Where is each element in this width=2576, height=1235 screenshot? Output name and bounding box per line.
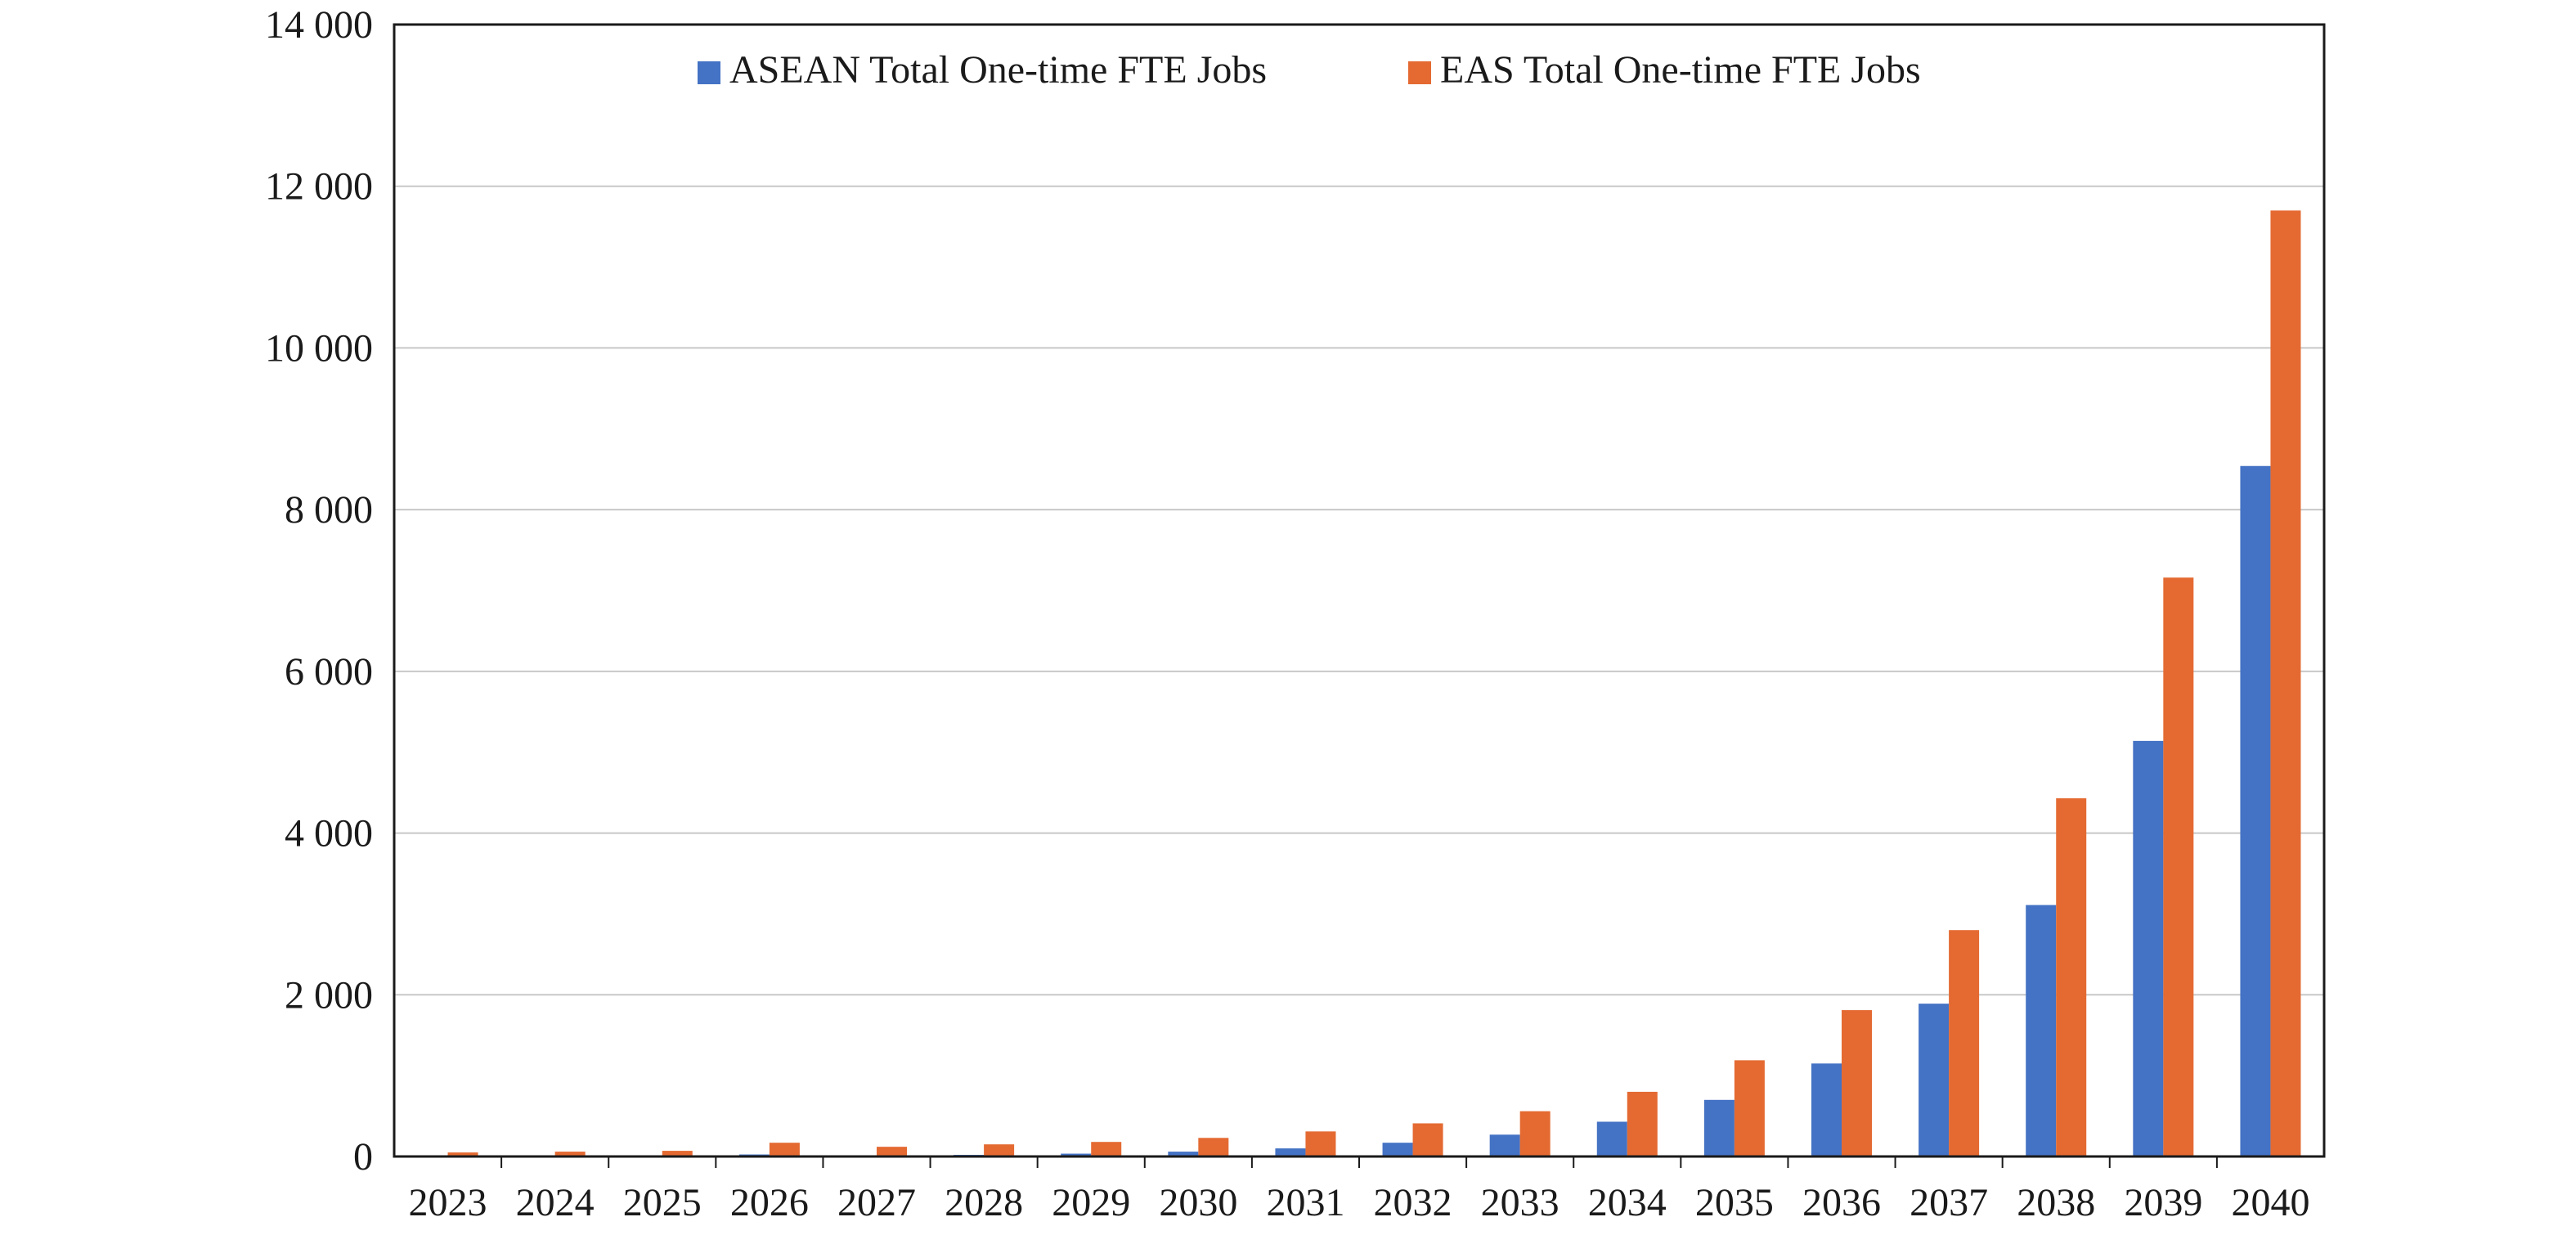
bar-asean-2035 xyxy=(1704,1100,1735,1156)
x-tick-label: 2039 xyxy=(2124,1181,2202,1224)
legend-swatch-asean xyxy=(698,61,720,84)
y-tick-label: 10 000 xyxy=(265,326,373,370)
bar-eas-2038 xyxy=(2056,798,2086,1156)
y-tick-label: 2 000 xyxy=(285,973,373,1017)
x-tick-label: 2035 xyxy=(1695,1181,1774,1224)
x-tick-label: 2025 xyxy=(623,1181,702,1224)
bar-asean-2037 xyxy=(1919,1004,1949,1156)
bar-asean-2033 xyxy=(1490,1134,1520,1156)
bar-eas-2039 xyxy=(2163,577,2193,1156)
bar-asean-2040 xyxy=(2240,466,2270,1156)
y-tick-label: 12 000 xyxy=(265,165,373,209)
x-tick-label: 2027 xyxy=(837,1181,916,1224)
x-tick-label: 2028 xyxy=(945,1181,1023,1224)
x-tick-label: 2040 xyxy=(2231,1181,2309,1224)
x-tick-label: 2029 xyxy=(1052,1181,1130,1224)
legend-swatch-eas xyxy=(1408,61,1431,84)
legend: ASEAN Total One-time FTE Jobs EAS Total O… xyxy=(698,48,1921,92)
bar-asean-2032 xyxy=(1383,1143,1413,1156)
legend-label-asean: ASEAN Total One-time FTE Jobs xyxy=(729,48,1267,92)
x-tick-label: 2032 xyxy=(1374,1181,1452,1224)
legend-label-eas: EAS Total One-time FTE Jobs xyxy=(1440,48,1921,92)
bar-eas-2028 xyxy=(984,1144,1014,1156)
y-tick-label: 0 xyxy=(353,1135,373,1179)
x-tick-label: 2037 xyxy=(1910,1181,1988,1224)
bar-eas-2037 xyxy=(1949,930,1979,1156)
bars xyxy=(418,210,2301,1156)
x-tick-label: 2034 xyxy=(1588,1181,1667,1224)
y-tick-label: 14 000 xyxy=(265,3,373,47)
x-tick-label: 2031 xyxy=(1266,1181,1344,1224)
y-tick-label: 8 000 xyxy=(285,488,373,532)
y-tick-label: 6 000 xyxy=(285,650,373,694)
bar-eas-2027 xyxy=(877,1147,907,1156)
x-tick-label: 2024 xyxy=(516,1181,595,1224)
bar-asean-2034 xyxy=(1597,1121,1627,1156)
x-tick-label: 2038 xyxy=(2017,1181,2095,1224)
bar-asean-2036 xyxy=(1811,1063,1842,1156)
bar-eas-2032 xyxy=(1413,1123,1443,1156)
x-tick-label: 2036 xyxy=(1802,1181,1881,1224)
bar-eas-2026 xyxy=(770,1143,800,1156)
gridlines xyxy=(394,186,2324,995)
bar-eas-2040 xyxy=(2270,210,2300,1156)
bar-eas-2036 xyxy=(1842,1010,1872,1156)
bar-eas-2030 xyxy=(1198,1138,1228,1156)
x-tick-label: 2023 xyxy=(409,1181,487,1224)
y-tick-label: 4 000 xyxy=(285,812,373,856)
x-tick-label: 2033 xyxy=(1481,1181,1560,1224)
bar-eas-2031 xyxy=(1305,1131,1335,1156)
bar-eas-2033 xyxy=(1520,1112,1551,1156)
bar-eas-2034 xyxy=(1627,1092,1658,1156)
bar-eas-2029 xyxy=(1091,1142,1121,1156)
x-tick-label: 2030 xyxy=(1159,1181,1237,1224)
x-tick-label: 2026 xyxy=(730,1181,809,1224)
bar-asean-2039 xyxy=(2133,741,2163,1156)
bar-eas-2035 xyxy=(1735,1060,1765,1156)
bar-asean-2038 xyxy=(2026,905,2056,1156)
